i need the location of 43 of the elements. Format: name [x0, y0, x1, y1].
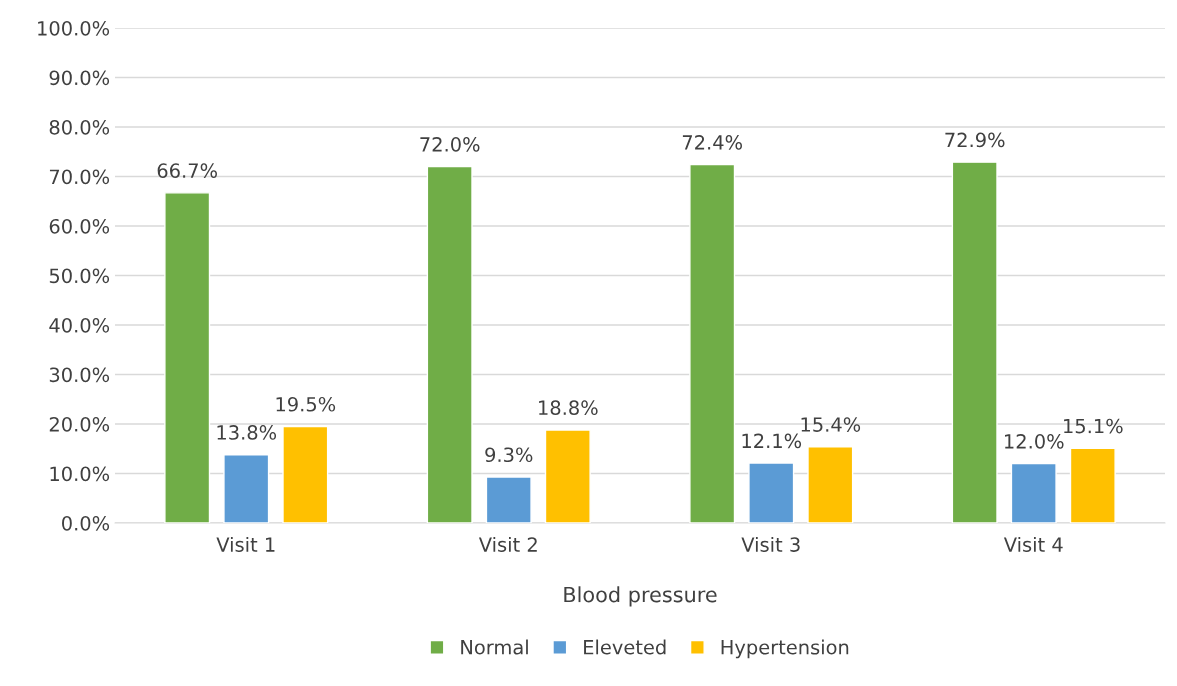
bar: [282, 425, 329, 523]
bar: [164, 192, 211, 523]
x-axis-title: Blood pressure: [564, 586, 717, 607]
y-tick-label: 100.0%: [38, 20, 110, 36]
y-tick-label: 90.0%: [49, 70, 110, 86]
legend-label: Normal: [461, 639, 528, 655]
x-tick-label: Visit 3: [741, 536, 800, 552]
bar: [748, 462, 795, 523]
y-tick-label: 50.0%: [49, 268, 110, 284]
y-tick-label: 70.0%: [49, 169, 110, 185]
legend-label: Hypertension: [721, 639, 849, 659]
bar: [951, 161, 998, 523]
bar: [485, 476, 532, 523]
data-label: 18.8%: [539, 400, 598, 416]
data-label: 13.8%: [217, 425, 277, 440]
data-label: 72.9%: [945, 132, 1005, 148]
data-label: 15.4%: [801, 417, 861, 432]
bar: [807, 446, 854, 523]
y-tick-label: 60.0%: [49, 218, 110, 234]
data-label: 12.1%: [742, 433, 802, 449]
bar: [1069, 447, 1116, 523]
y-tick-label: 0.0%: [62, 515, 110, 531]
y-tick-label: 40.0%: [49, 317, 110, 333]
bar: [544, 429, 591, 523]
data-label: 15.1%: [1064, 418, 1123, 434]
y-tick-label: 10.0%: [50, 466, 110, 482]
data-label: 72.0%: [420, 137, 480, 152]
y-tick-label: 80.0%: [49, 119, 110, 135]
data-label: 66.7%: [157, 163, 217, 178]
data-label: 72.4%: [682, 135, 742, 150]
y-tick-label: 30.0%: [49, 367, 110, 383]
y-tick-label: 20.0%: [49, 416, 110, 432]
data-label: 9.3%: [485, 447, 533, 463]
bar: [426, 165, 473, 523]
legend-label: Eleveted: [584, 639, 666, 655]
bar: [223, 453, 270, 523]
x-tick-label: Visit 4: [1003, 536, 1063, 552]
bar: [1010, 462, 1057, 523]
x-tick-label: Visit 2: [478, 536, 537, 552]
x-tick-label: Visit 1: [216, 536, 275, 552]
bar: [689, 163, 736, 523]
data-label: 19.5%: [276, 396, 336, 412]
data-label: 12.0%: [1005, 434, 1064, 449]
